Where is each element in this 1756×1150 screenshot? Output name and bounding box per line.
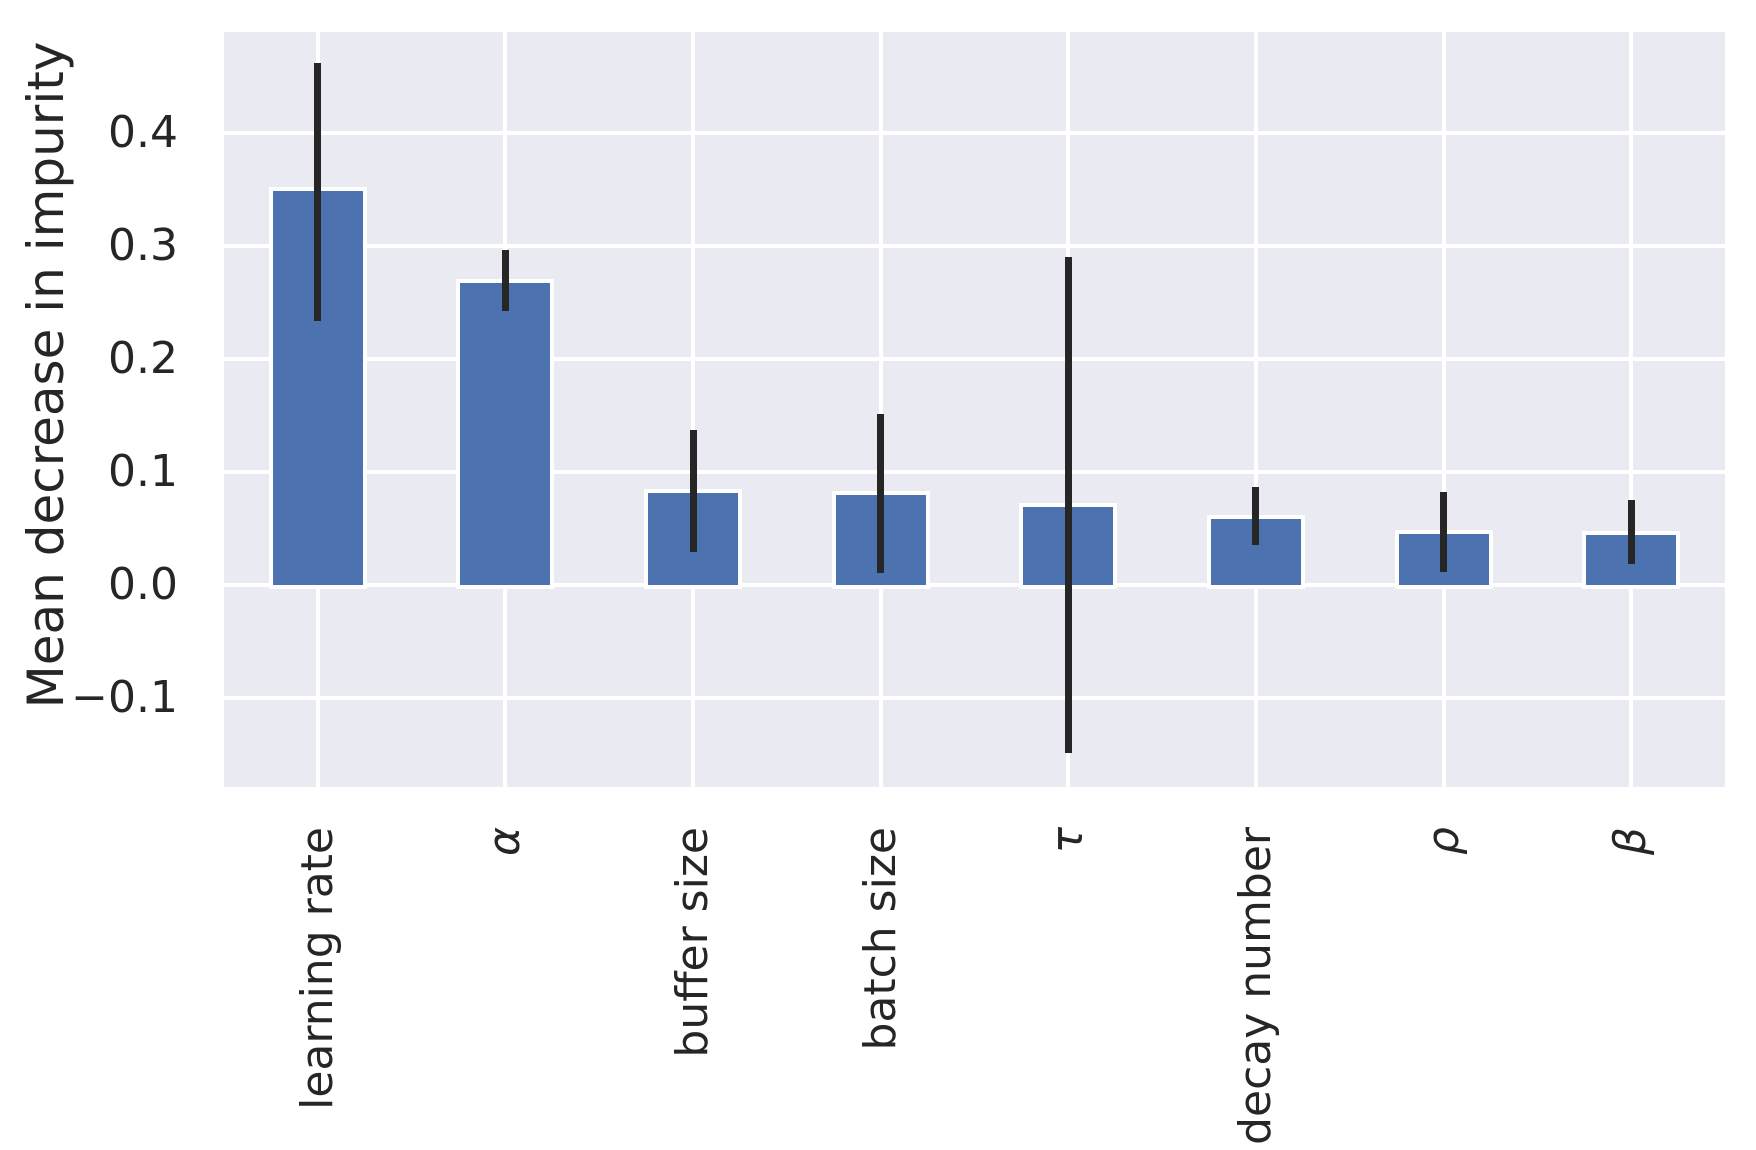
error-bar-batch-size bbox=[877, 414, 885, 574]
x-tick-label-text: ρ bbox=[1417, 827, 1469, 855]
x-tick-label-text: batch size bbox=[854, 827, 906, 1051]
error-bar-alpha bbox=[501, 250, 509, 312]
v-gridline bbox=[1441, 32, 1446, 787]
h-gridline bbox=[224, 243, 1725, 248]
bar-alpha bbox=[456, 278, 555, 589]
y-tick-label-0.4: 0.4 bbox=[108, 106, 178, 158]
error-bar-decay-number bbox=[1252, 487, 1260, 546]
error-bar-buffer-size bbox=[689, 429, 697, 552]
h-gridline bbox=[224, 695, 1725, 700]
h-gridline bbox=[224, 582, 1725, 587]
x-tick-label-text: buffer size bbox=[667, 827, 719, 1058]
bar-decay-number bbox=[1206, 515, 1305, 589]
v-gridline bbox=[1629, 32, 1634, 787]
x-tick-label-text: learning rate bbox=[291, 827, 343, 1110]
x-tick-label-text: τ bbox=[1042, 827, 1094, 854]
h-gridline bbox=[224, 356, 1725, 361]
v-gridline bbox=[691, 32, 696, 787]
v-gridline bbox=[1253, 32, 1258, 787]
x-tick-label-text: decay number bbox=[1229, 827, 1281, 1145]
y-tick-label-0.1: 0.1 bbox=[108, 445, 178, 497]
y-tick-label-0.3: 0.3 bbox=[108, 219, 178, 271]
x-tick-label-text: β bbox=[1605, 827, 1657, 856]
v-gridline bbox=[878, 32, 883, 787]
h-gridline bbox=[224, 130, 1725, 135]
error-bar-tau bbox=[1064, 256, 1072, 754]
h-gridline bbox=[224, 469, 1725, 474]
y-tick-label-0.0: 0.0 bbox=[108, 558, 178, 610]
x-tick-label-text: α bbox=[479, 827, 531, 857]
y-tick-label-−0.1: −0.1 bbox=[71, 671, 178, 723]
error-bar-learning-rate bbox=[314, 62, 322, 322]
error-bar-beta bbox=[1627, 499, 1635, 565]
y-tick-label-0.2: 0.2 bbox=[108, 332, 178, 384]
error-bar-rho bbox=[1440, 492, 1448, 573]
